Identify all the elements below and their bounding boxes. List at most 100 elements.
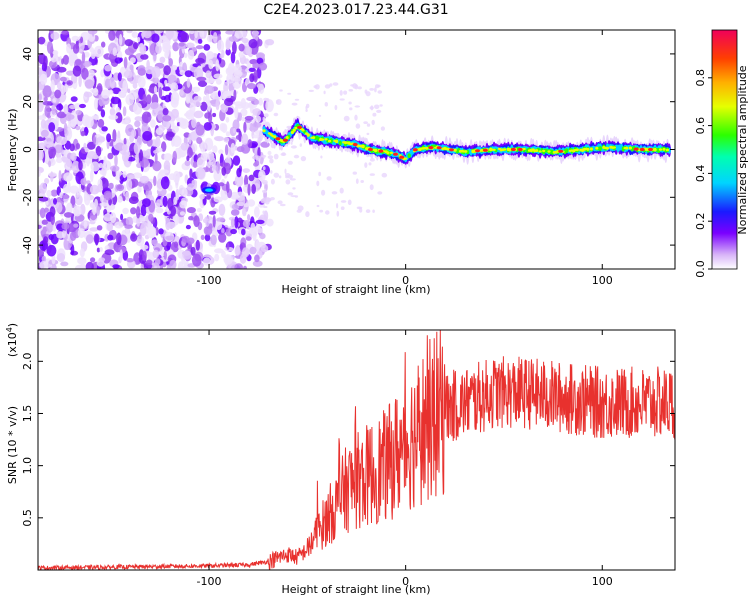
noise-speckle xyxy=(212,112,217,118)
ridge-mark xyxy=(374,148,378,153)
noise-speckle xyxy=(173,170,180,184)
noise-speckle xyxy=(199,30,204,38)
noise-speckle xyxy=(287,160,293,165)
ridge-hotspot xyxy=(393,152,398,156)
noise-speckle xyxy=(145,259,153,266)
noise-speckle xyxy=(61,194,70,199)
noise-speckle xyxy=(98,257,106,262)
noise-speckle xyxy=(38,115,47,120)
ridge-hotspot xyxy=(449,148,454,152)
noise-speckle xyxy=(48,160,52,168)
noise-speckle xyxy=(352,171,357,175)
noise-speckle xyxy=(52,225,57,232)
noise-speckle xyxy=(143,30,152,39)
noise-speckle xyxy=(273,153,279,160)
noise-speckle xyxy=(217,39,225,53)
noise-speckle xyxy=(270,170,273,174)
noise-speckle xyxy=(132,102,143,115)
noise-speckle xyxy=(244,174,249,188)
noise-speckle xyxy=(83,60,92,67)
noise-speckle xyxy=(75,109,82,116)
ridge-hotspot xyxy=(475,149,480,153)
noise-speckle xyxy=(325,210,330,215)
noise-speckle xyxy=(185,224,191,230)
noise-speckle xyxy=(332,82,339,86)
noise-speckle xyxy=(123,70,133,79)
snr-x-tick-label: 100 xyxy=(592,575,613,588)
noise-speckle xyxy=(188,132,192,145)
noise-speckle xyxy=(249,73,255,83)
noise-speckle xyxy=(159,56,166,63)
noise-speckle xyxy=(241,133,249,145)
noise-speckle xyxy=(205,165,209,172)
ridge-mark xyxy=(335,139,339,144)
noise-speckle xyxy=(206,51,215,60)
noise-speckle xyxy=(193,161,198,168)
ridge-mark xyxy=(538,150,542,153)
noise-speckle xyxy=(44,141,55,148)
noise-speckle xyxy=(232,41,237,55)
noise-speckle xyxy=(169,259,177,269)
noise-speckle xyxy=(80,178,87,186)
noise-speckle xyxy=(262,210,266,215)
noise-speckle xyxy=(75,143,81,150)
noise-speckle xyxy=(324,84,331,89)
noise-speckle xyxy=(120,213,124,221)
noise-speckle xyxy=(168,58,173,67)
spectrogram-y-label: Frequency (Hz) xyxy=(6,109,19,192)
noise-speckle xyxy=(59,76,67,82)
noise-speckle xyxy=(372,209,375,213)
noise-speckle xyxy=(66,159,73,167)
noise-speckle xyxy=(247,199,256,207)
noise-speckle xyxy=(126,30,133,34)
noise-speckle xyxy=(162,86,172,92)
noise-speckle xyxy=(167,74,177,85)
noise-speckle xyxy=(292,187,296,190)
noise-speckle xyxy=(126,178,133,191)
noise-speckle xyxy=(217,90,221,97)
noise-speckle xyxy=(377,84,381,88)
noise-speckle xyxy=(255,240,260,252)
noise-speckle xyxy=(193,110,204,119)
noise-speckle xyxy=(150,119,156,128)
noise-speckle xyxy=(171,125,179,133)
spectrogram-y-tick-label: 0 xyxy=(21,146,34,153)
snr-scale-exp: 4 xyxy=(5,327,14,332)
noise-speckle xyxy=(50,189,58,197)
noise-speckle xyxy=(89,184,100,195)
noise-speckle xyxy=(210,234,217,246)
ridge-hotspot xyxy=(436,146,442,150)
ridge-mark xyxy=(565,148,569,153)
noise-speckle xyxy=(246,96,257,102)
noise-speckle xyxy=(92,135,97,145)
noise-speckle xyxy=(177,261,184,269)
noise-speckle xyxy=(213,73,223,79)
noise-speckle xyxy=(251,184,256,194)
noise-speckle xyxy=(38,224,42,229)
noise-speckle xyxy=(125,216,134,227)
noise-speckle xyxy=(82,114,90,127)
noise-speckle xyxy=(243,121,247,133)
noise-speckle xyxy=(242,207,247,217)
snr-y-ticks: 0.5 1.0 1.5 2.0 xyxy=(21,353,675,527)
noise-speckle xyxy=(203,44,211,51)
noise-speckle xyxy=(299,143,302,147)
ridge-mark xyxy=(625,146,629,150)
noise-speckle xyxy=(380,126,385,131)
ridge-hotspot xyxy=(482,148,488,152)
noise-speckle xyxy=(54,89,62,99)
noise-speckle xyxy=(73,223,79,228)
noise-speckle xyxy=(90,161,100,172)
noise-speckle xyxy=(138,149,144,162)
noise-speckle xyxy=(97,136,106,143)
noise-speckle xyxy=(228,36,239,42)
noise-speckle xyxy=(225,116,230,123)
ridge-mark xyxy=(262,129,266,133)
noise-speckle xyxy=(212,157,216,170)
noise-speckle xyxy=(193,95,202,103)
noise-speckle xyxy=(265,39,275,46)
noise-speckle xyxy=(70,96,78,102)
noise-speckle xyxy=(79,103,86,109)
noise-speckle xyxy=(208,59,214,70)
noise-speckle xyxy=(225,39,231,51)
